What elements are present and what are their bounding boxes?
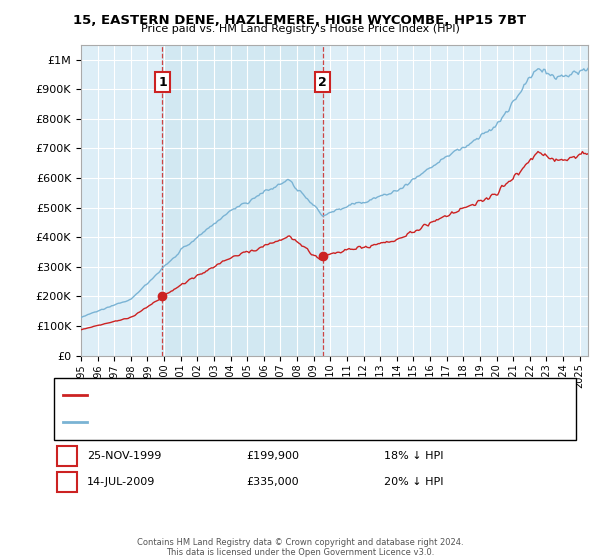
Text: 2: 2 bbox=[319, 76, 327, 88]
Text: 1: 1 bbox=[64, 451, 71, 461]
Text: 25-NOV-1999: 25-NOV-1999 bbox=[87, 451, 161, 461]
Text: £335,000: £335,000 bbox=[246, 477, 299, 487]
Text: 1: 1 bbox=[158, 76, 167, 88]
Text: 20% ↓ HPI: 20% ↓ HPI bbox=[384, 477, 443, 487]
Text: £199,900: £199,900 bbox=[246, 451, 299, 461]
Text: Contains HM Land Registry data © Crown copyright and database right 2024.
This d: Contains HM Land Registry data © Crown c… bbox=[137, 538, 463, 557]
Text: 14-JUL-2009: 14-JUL-2009 bbox=[87, 477, 155, 487]
Text: Price paid vs. HM Land Registry's House Price Index (HPI): Price paid vs. HM Land Registry's House … bbox=[140, 24, 460, 34]
Text: HPI: Average price, detached house, Buckinghamshire: HPI: Average price, detached house, Buck… bbox=[93, 417, 359, 427]
Text: 15, EASTERN DENE, HAZLEMERE, HIGH WYCOMBE, HP15 7BT (detached house): 15, EASTERN DENE, HAZLEMERE, HIGH WYCOMB… bbox=[93, 390, 482, 400]
Text: 2: 2 bbox=[64, 477, 71, 487]
Text: 15, EASTERN DENE, HAZLEMERE, HIGH WYCOMBE, HP15 7BT: 15, EASTERN DENE, HAZLEMERE, HIGH WYCOMB… bbox=[73, 14, 527, 27]
Text: 18% ↓ HPI: 18% ↓ HPI bbox=[384, 451, 443, 461]
Bar bbox=[163, 45, 323, 356]
